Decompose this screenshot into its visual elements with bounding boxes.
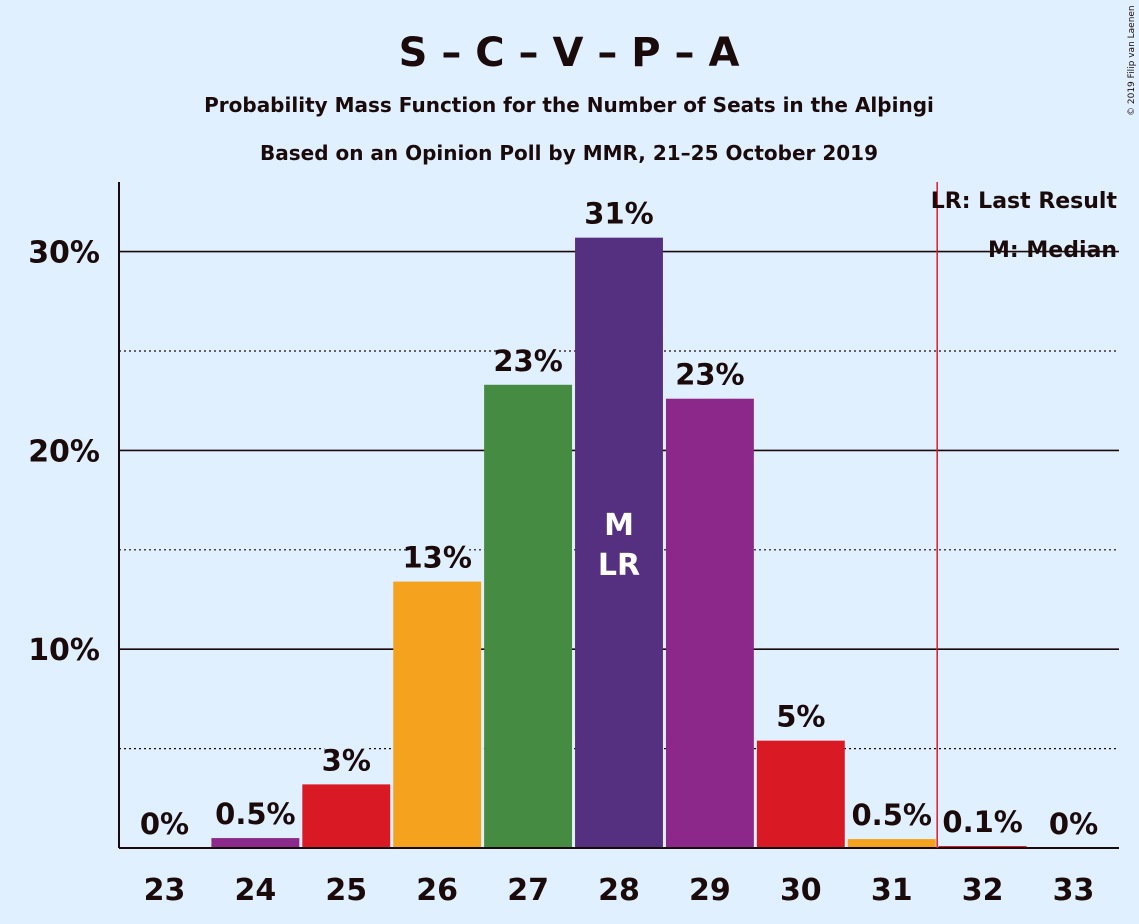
y-tick-label: 30% [28, 236, 100, 271]
data-labels: 0% 0.5% 3% 13% 23% 31% M LR 23% 5% 0.5% 0.1% 0% [140, 195, 1098, 842]
median-marker: M [604, 508, 634, 543]
y-tick-label: 20% [28, 434, 100, 469]
chart-subtitle-poll: Based on an Opinion Poll by MMR, 21–25 O… [260, 141, 878, 165]
bar-27 [484, 384, 573, 848]
data-label-bg [852, 797, 931, 834]
data-label-bg [497, 342, 559, 379]
bar-30 [756, 740, 845, 848]
data-label-bg [406, 539, 468, 576]
data-label-33: 0% [1049, 807, 1098, 841]
data-label-31: 0.5% [852, 798, 932, 832]
bar-26 [393, 581, 482, 848]
bar-29 [665, 398, 754, 848]
bars [211, 237, 1027, 849]
data-label-25: 3% [322, 743, 371, 777]
data-label-23: 0% [140, 807, 189, 841]
data-label-26: 13% [402, 541, 471, 575]
data-label-32: 0.1% [942, 805, 1022, 839]
x-tick-label-27: 27 [507, 873, 549, 908]
data-label-bg [679, 356, 741, 393]
bar-28 [575, 237, 663, 849]
data-label-24: 0.5% [215, 797, 295, 831]
chart-subtitle: Probability Mass Function for the Number… [204, 93, 934, 117]
x-tick-label-25: 25 [325, 873, 367, 908]
x-tick-label-24: 24 [234, 873, 276, 908]
data-label-29: 23% [675, 358, 744, 392]
y-axis-ticks: 10% 20% 30% [28, 236, 100, 669]
copyright-note: © 2019 Filip van Laenen [1127, 5, 1137, 116]
chart-title: S – C – V – P – A [399, 30, 740, 76]
data-label-bg [588, 195, 650, 232]
legend-last-result: LR: Last Result [931, 189, 1118, 214]
legend-median: M: Median [988, 238, 1117, 263]
x-tick-label-29: 29 [689, 873, 731, 908]
x-axis-ticks: 23 24 25 26 27 28 29 30 31 32 33 [144, 873, 1095, 908]
last-result-marker: LR [598, 548, 640, 583]
data-label-30: 5% [776, 700, 825, 734]
bar-25 [302, 784, 391, 848]
data-label-28: 31% [584, 197, 653, 231]
y-tick-label: 10% [28, 633, 100, 668]
data-label-bg [216, 796, 295, 833]
data-label-bg [324, 742, 369, 779]
bar-31 [847, 839, 936, 848]
data-label-27: 23% [493, 344, 562, 378]
x-tick-label-31: 31 [871, 873, 913, 908]
x-tick-label-33: 33 [1053, 873, 1095, 908]
data-label-bg [1051, 806, 1096, 842]
x-tick-label-30: 30 [780, 873, 822, 908]
data-label-bg [142, 806, 187, 842]
x-tick-label-32: 32 [962, 873, 1004, 908]
data-label-bg [778, 698, 823, 735]
x-tick-label-26: 26 [416, 873, 458, 908]
x-tick-label-23: 23 [144, 873, 186, 908]
bar-24 [211, 838, 300, 848]
x-tick-label-28: 28 [598, 873, 640, 908]
data-label-bg [943, 804, 1022, 841]
